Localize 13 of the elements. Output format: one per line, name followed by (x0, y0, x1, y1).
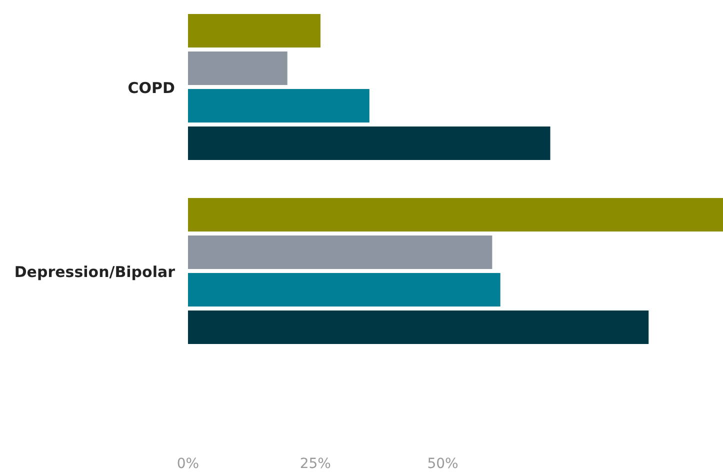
y-tick-label: COPD (128, 79, 175, 98)
bar (188, 273, 500, 306)
bar (188, 310, 649, 344)
bar (188, 126, 550, 160)
x-tick-label: 50% (427, 456, 458, 472)
bar (188, 89, 370, 122)
y-tick-label: Depression/Bipolar (14, 263, 176, 282)
bar (188, 52, 288, 85)
bar (188, 236, 492, 269)
x-tick-label: 0% (176, 456, 200, 472)
bar (188, 14, 320, 48)
bar (188, 198, 723, 232)
x-tick-label: 25% (300, 456, 331, 472)
